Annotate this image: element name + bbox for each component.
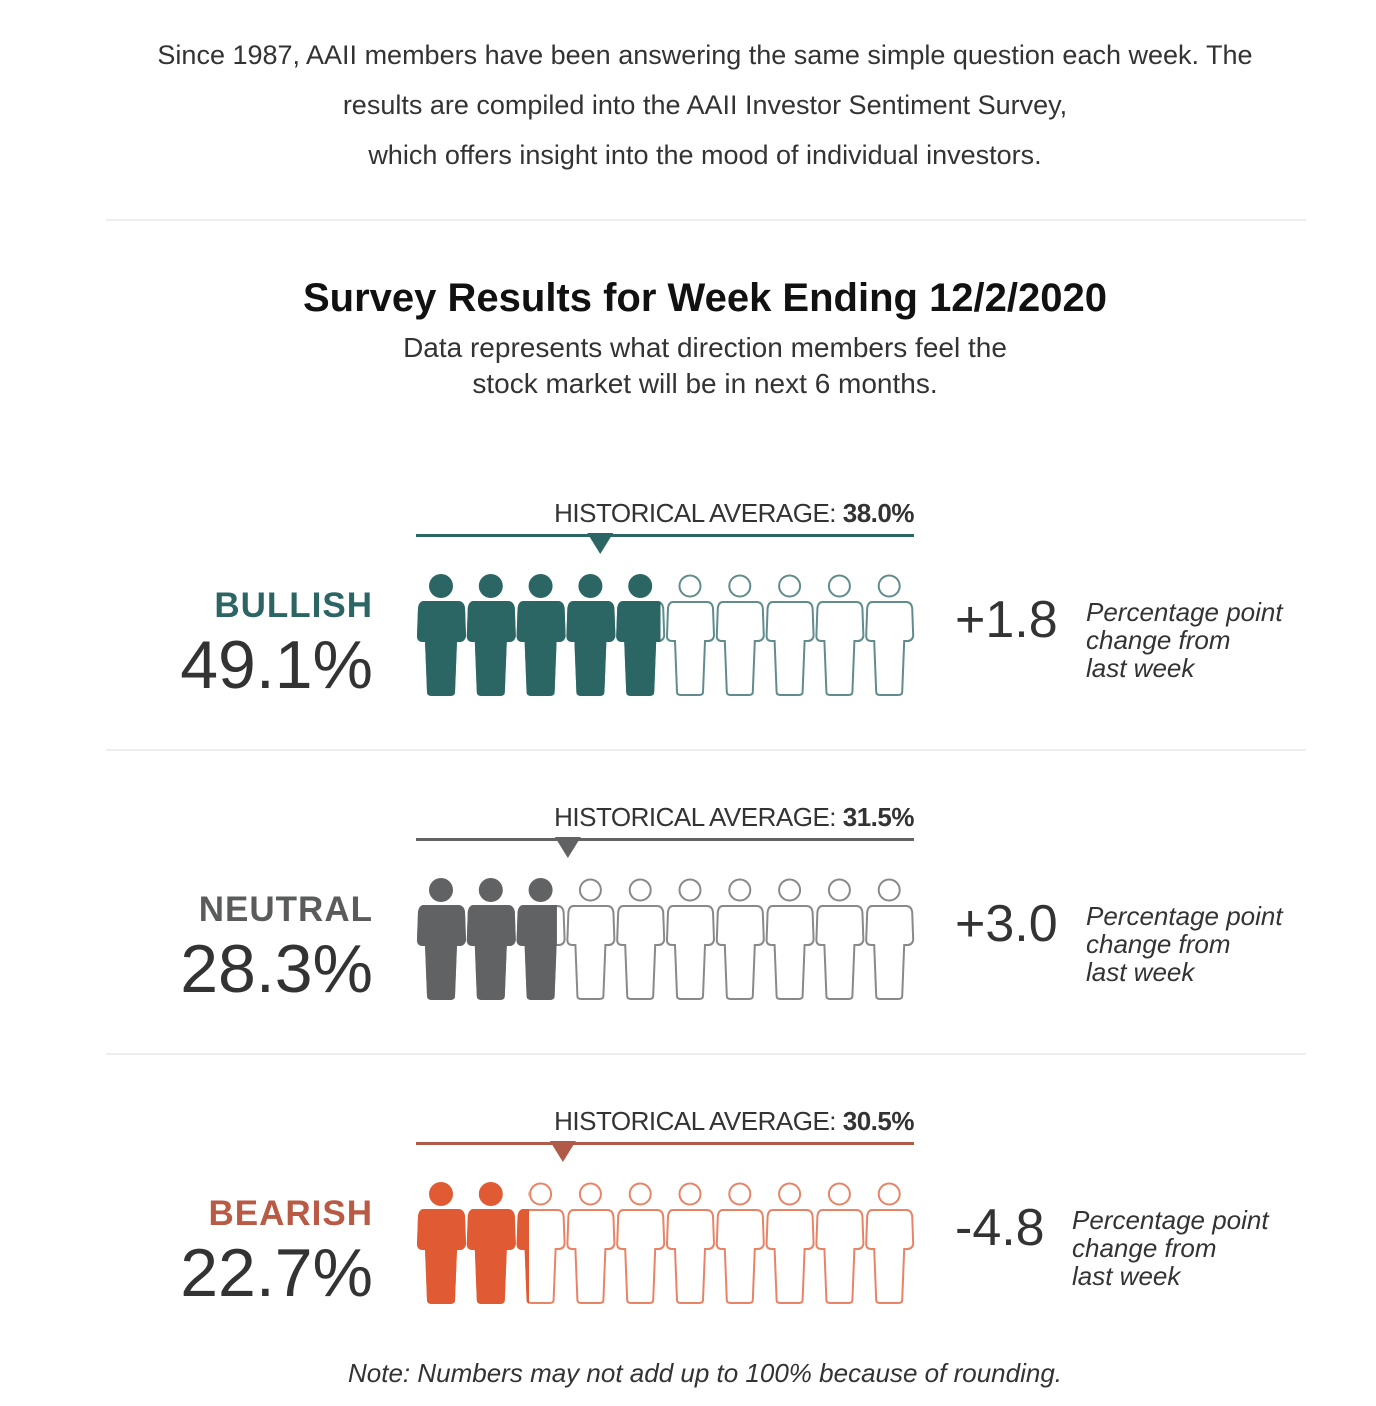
subtitle: Data represents what direction members f…: [0, 330, 1376, 402]
change-text-line: change from: [1072, 1233, 1217, 1263]
subtitle-line: Data represents what direction members f…: [403, 332, 1007, 363]
intro-line: Since 1987, AAII members have been answe…: [157, 40, 1253, 70]
pictogram: [416, 1141, 915, 1304]
person-icon: [815, 878, 865, 1000]
divider: [106, 749, 1306, 751]
historical-average-label: HISTORICAL AVERAGE: 31.5%: [416, 802, 914, 833]
sentiment-label: BEARISH: [208, 1194, 373, 1233]
sentiment-label: BULLISH: [214, 586, 373, 625]
sentiment-label: NEUTRAL: [198, 890, 373, 929]
hist-label: HISTORICAL AVERAGE:: [554, 802, 837, 832]
intro-text: Since 1987, AAII members have been answe…: [0, 30, 1376, 180]
sentiment-row-bearish: HISTORICAL AVERAGE: 30.5% BEARISH 22.7% …: [0, 1106, 1376, 1366]
change-text-line: Percentage point: [1072, 1205, 1269, 1235]
person-icon: [616, 1182, 666, 1304]
change-description: Percentage point change from last week: [1072, 1206, 1269, 1290]
person-icon: [765, 574, 815, 696]
change-value: +1.8: [955, 591, 1058, 649]
change-description: Percentage point change from last week: [1086, 598, 1283, 682]
person-icon: [865, 878, 915, 1000]
hist-label: HISTORICAL AVERAGE:: [554, 498, 837, 528]
person-icon: [815, 574, 865, 696]
change-value: -4.8: [955, 1199, 1045, 1257]
person-icon: [715, 878, 765, 1000]
change-text-line: change from: [1086, 625, 1231, 655]
person-icon: [765, 1182, 815, 1304]
person-icon: [715, 1182, 765, 1304]
page-title: Survey Results for Week Ending 12/2/2020: [302, 276, 1108, 320]
change-description: Percentage point change from last week: [1086, 902, 1283, 986]
person-icon-filled: [466, 1182, 516, 1304]
person-icon: [665, 1182, 716, 1304]
subtitle-line: stock market will be in next 6 months.: [472, 368, 938, 399]
change-text-line: change from: [1086, 929, 1231, 959]
historical-average-line: [416, 1142, 914, 1145]
rounding-note: Note: Numbers may not add up to 100% bec…: [348, 1358, 1062, 1388]
hist-value: 31.5%: [842, 802, 915, 832]
person-icon-filled: [516, 1190, 530, 1304]
person-icon-filled: [466, 574, 516, 696]
hist-value: 30.5%: [842, 1106, 915, 1136]
person-icon: [665, 574, 716, 696]
change-text-line: last week: [1086, 957, 1195, 987]
person-icon: [566, 878, 616, 1000]
change-value: +3.0: [955, 895, 1058, 953]
divider: [106, 219, 1306, 221]
divider: [106, 1053, 1306, 1055]
person-icon: [765, 878, 815, 1000]
hist-label: HISTORICAL AVERAGE:: [554, 1106, 837, 1136]
person-icon-filled: [416, 878, 467, 1000]
person-icon-filled: [516, 878, 557, 1000]
historical-average-marker: [587, 533, 614, 554]
sentiment-row-bullish: HISTORICAL AVERAGE: 38.0% BULLISH 49.1% …: [0, 498, 1376, 758]
pictogram: [416, 837, 915, 1000]
historical-average-marker: [549, 1141, 576, 1162]
person-icon-filled: [466, 878, 516, 1000]
intro-line: which offers insight into the mood of in…: [368, 140, 1042, 170]
person-icon: [665, 878, 716, 1000]
sentiment-percent: 28.3%: [180, 931, 373, 1007]
historical-average-label: HISTORICAL AVERAGE: 38.0%: [416, 498, 914, 529]
historical-average-line: [416, 534, 914, 537]
person-icon-filled: [566, 574, 616, 696]
person-icon-filled: [616, 574, 661, 696]
intro-line: results are compiled into the AAII Inves…: [342, 90, 1068, 120]
hist-value: 38.0%: [842, 498, 915, 528]
person-icon: [865, 1182, 915, 1304]
person-icon-filled: [416, 1182, 467, 1304]
person-icon-filled: [516, 574, 566, 696]
person-icon: [815, 1182, 865, 1304]
person-icon: [865, 574, 915, 696]
change-text-line: last week: [1086, 653, 1195, 683]
historical-average-marker: [554, 837, 581, 858]
change-text-line: Percentage point: [1086, 597, 1283, 627]
pictogram: [416, 533, 915, 696]
historical-average-line: [416, 838, 914, 841]
change-text-line: Percentage point: [1086, 901, 1283, 931]
person-icon: [715, 574, 765, 696]
sentiment-percent: 22.7%: [180, 1235, 373, 1311]
person-icon: [616, 878, 666, 1000]
sentiment-percent: 49.1%: [180, 627, 373, 703]
sentiment-row-neutral: HISTORICAL AVERAGE: 31.5% NEUTRAL 28.3% …: [0, 802, 1376, 1062]
historical-average-label: HISTORICAL AVERAGE: 30.5%: [416, 1106, 914, 1137]
person-icon-filled: [416, 574, 467, 696]
person-icon: [566, 1182, 616, 1304]
change-text-line: last week: [1072, 1261, 1181, 1291]
